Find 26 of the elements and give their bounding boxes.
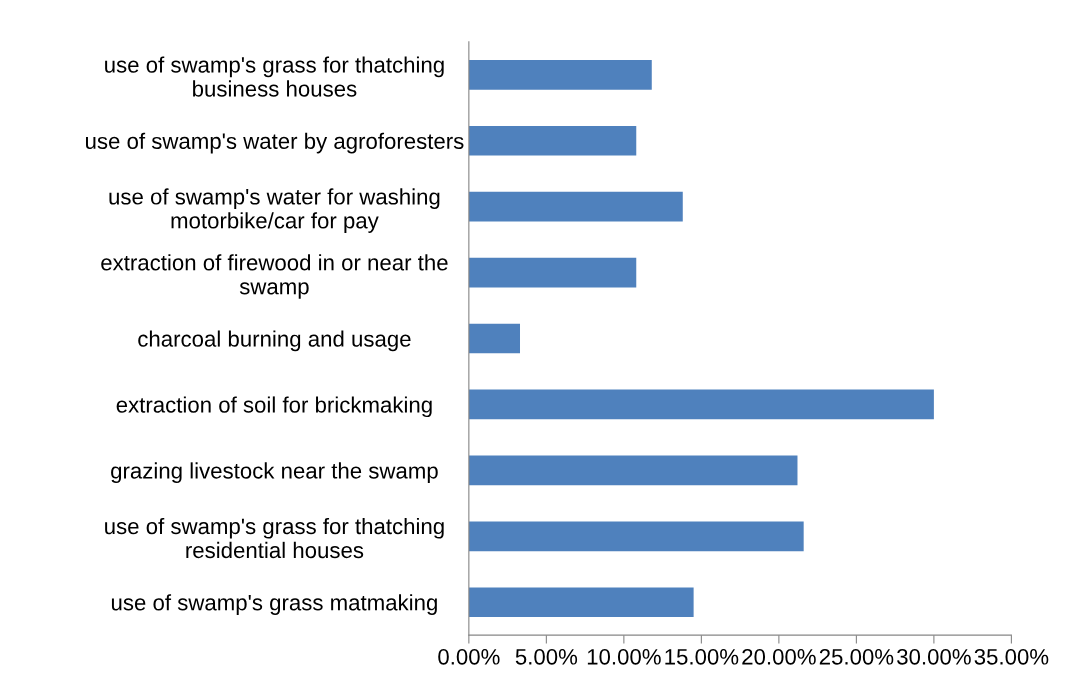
y-tick-label: grazing livestock near the swamp [111, 462, 438, 484]
y-tick-label: use of swamp's grass for thatching business houses [105, 56, 444, 97]
y-tick-label: extraction of firewood in or near the swamp [101, 254, 448, 299]
bar [468, 125, 637, 156]
bar [468, 587, 694, 618]
bar [468, 455, 798, 486]
y-tick-label: use of swamp's water for washing motorbike/car for pay [109, 188, 440, 233]
bar [468, 257, 637, 288]
bar [468, 191, 683, 222]
x-tick-label: 20.00% [742, 648, 816, 665]
x-tick-label: 25.00% [819, 648, 894, 665]
y-tick-label: extraction of soil for brickmaking [116, 396, 432, 418]
bar [468, 323, 521, 354]
x-tick-label: 5.00% [515, 648, 578, 665]
bar [468, 389, 934, 420]
x-tick-label: 30.00% [897, 648, 971, 665]
y-tick-label: use of swamp's grass for thatching residential houses [105, 517, 444, 559]
bar [468, 521, 804, 552]
bar [468, 60, 652, 90]
x-tick-label: 15.00% [665, 648, 739, 665]
x-tick-label: 35.00% [974, 648, 1049, 665]
x-tick-label: 0.00% [438, 648, 500, 665]
y-tick-label: charcoal burning and usage [138, 330, 411, 352]
y-tick-label: use of swamp's water by agroforesters [86, 132, 464, 154]
x-tick-label: 10.00% [587, 648, 661, 665]
y-tick-label: use of swamp's grass matmaking [111, 594, 437, 615]
